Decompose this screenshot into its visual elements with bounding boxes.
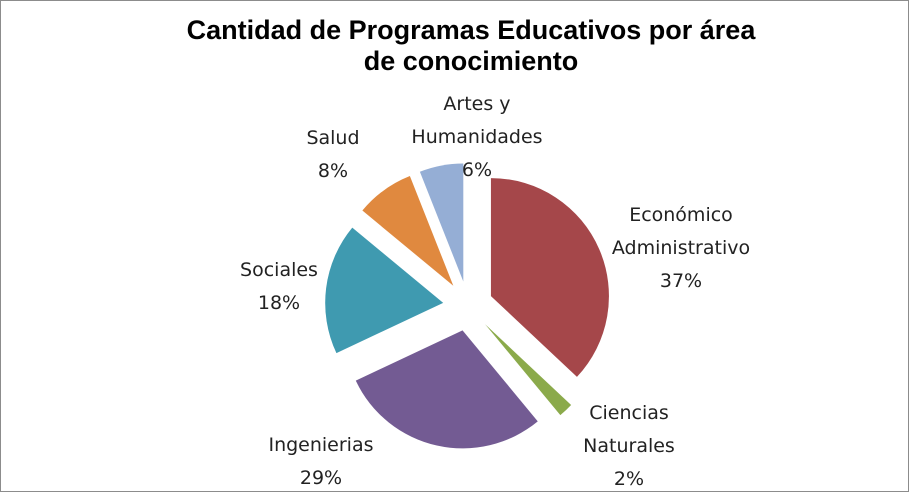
slice-label: Sociales 18%	[219, 254, 339, 320]
slice-label: Salud 8%	[293, 122, 373, 188]
slice-label: Artes y Humanidades 6%	[407, 88, 547, 187]
slice-label: Ciencias Naturales 2%	[574, 397, 684, 496]
value-label: 18%	[257, 292, 301, 314]
category-label: Artes y Humanidades	[411, 93, 543, 148]
pie-slice	[419, 163, 464, 282]
value-label: 29%	[299, 467, 343, 489]
value-label: 6%	[461, 159, 493, 181]
value-label: 2%	[613, 468, 645, 490]
value-label: 8%	[317, 160, 349, 182]
category-label: Sociales	[240, 259, 318, 281]
chart-title: Cantidad de Programas Educativos por áre…	[186, 15, 756, 76]
category-label: Ciencias Naturales	[583, 402, 675, 457]
pie-slice	[485, 324, 572, 416]
slice-label: Ingenierias 29%	[246, 429, 396, 495]
category-label: Ingenierias	[268, 434, 374, 456]
category-label: Salud	[306, 127, 360, 149]
pie-slice	[325, 227, 444, 354]
slice-label: Económico Administrativo 37%	[596, 199, 766, 298]
value-label: 37%	[659, 270, 703, 292]
pie-slice	[362, 176, 454, 286]
category-label: Económico Administrativo	[611, 204, 751, 259]
pie-slice	[490, 178, 609, 377]
pie-slice	[355, 330, 538, 449]
